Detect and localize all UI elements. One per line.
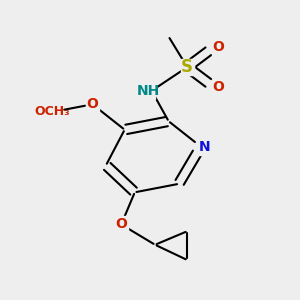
Bar — [142, 83, 155, 99]
Bar — [86, 96, 99, 112]
Text: O: O — [86, 97, 98, 111]
Text: O: O — [212, 80, 224, 94]
Text: NH: NH — [137, 84, 160, 98]
Bar — [212, 79, 225, 95]
Bar — [181, 59, 194, 75]
Text: O: O — [212, 40, 224, 54]
Bar — [115, 216, 128, 232]
Text: S: S — [181, 58, 193, 76]
Text: O: O — [115, 218, 127, 232]
Bar — [212, 39, 225, 55]
Text: OCH₃: OCH₃ — [34, 105, 70, 118]
Bar — [43, 103, 61, 119]
Text: N: N — [198, 140, 210, 154]
Bar — [198, 139, 211, 155]
